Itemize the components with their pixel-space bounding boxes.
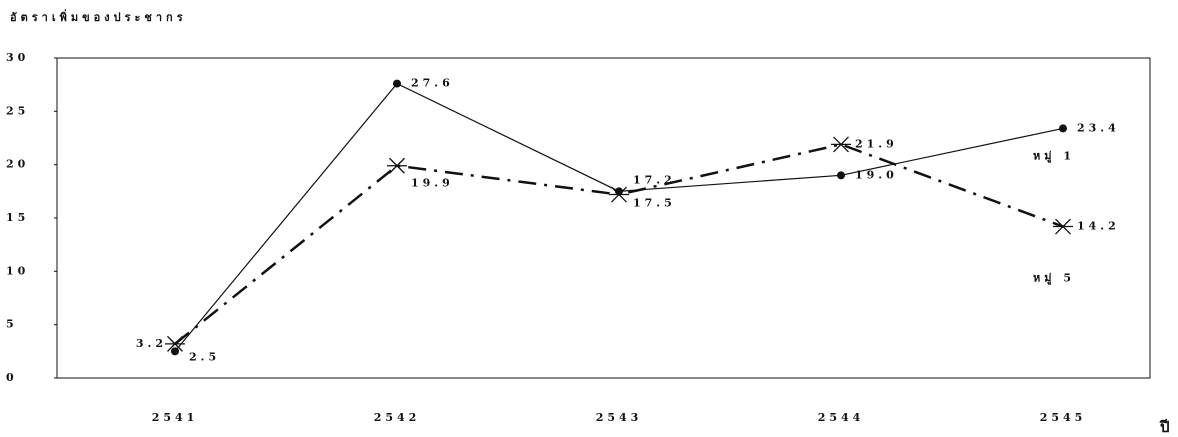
point-marker — [1059, 124, 1067, 133]
x-tick-label: 2543 — [596, 411, 643, 424]
data-label: 21.9 — [855, 137, 898, 150]
point-marker — [831, 136, 851, 153]
point-marker — [1053, 218, 1073, 235]
data-label: 19.9 — [411, 177, 454, 190]
y-axis-label: อัตราเพิ่มของประชากร — [10, 9, 187, 24]
y-tick-label: 10 — [6, 264, 29, 277]
y-tick-label: 5 — [6, 318, 18, 331]
x-axis-label: ปี — [1159, 418, 1173, 436]
data-label: 17.2 — [633, 174, 676, 187]
data-label: 2.5 — [189, 350, 220, 363]
x-tick-label: 2545 — [1040, 411, 1087, 424]
series-line — [174, 82, 1064, 352]
data-label: 19.0 — [855, 168, 898, 181]
series-label: หมู่ 5 — [1033, 272, 1075, 286]
data-label: 27.6 — [411, 77, 454, 90]
y-tick-label: 30 — [6, 51, 29, 64]
point-marker — [837, 171, 845, 180]
data-label: 14.2 — [1077, 220, 1120, 233]
y-tick-label: 15 — [6, 211, 29, 224]
point-marker — [165, 335, 185, 352]
series-line — [174, 143, 1064, 345]
point-marker — [609, 186, 629, 203]
point-marker — [171, 347, 179, 356]
series-label: หมู่ 1 — [1033, 149, 1075, 163]
x-tick-label: 2542 — [374, 411, 421, 424]
x-tick-label: 2544 — [818, 411, 865, 424]
point-marker — [393, 79, 401, 88]
y-tick-label: 25 — [6, 104, 29, 117]
point-marker — [387, 157, 407, 174]
data-label: 17.5 — [633, 196, 676, 209]
data-label: 23.4 — [1077, 121, 1120, 134]
plot-frame — [56, 57, 1151, 379]
y-tick-label: 20 — [6, 158, 29, 171]
data-label: 3.2 — [136, 337, 167, 350]
x-tick-label: 2541 — [152, 411, 199, 424]
y-tick-label: 0 — [6, 371, 18, 384]
